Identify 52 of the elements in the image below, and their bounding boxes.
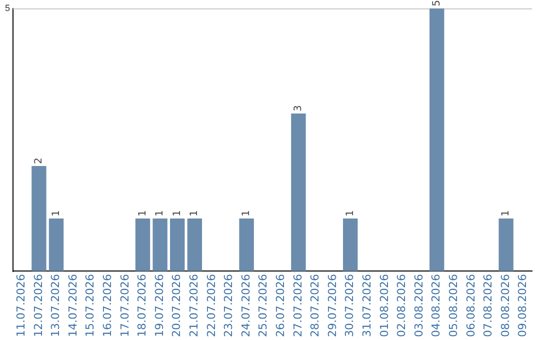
x-tick-label: 17.07.2026 <box>118 274 132 338</box>
data-label: 3 <box>293 105 304 112</box>
x-tick-label: 06.08.2026 <box>464 274 478 338</box>
x-tick-label: 29.07.2026 <box>326 274 339 338</box>
x-tick-label: 11.07.2026 <box>14 274 28 338</box>
data-label: 1 <box>50 210 62 216</box>
x-tick-label: 12.07.2026 <box>32 274 45 338</box>
bar <box>152 218 168 272</box>
bar <box>32 166 46 272</box>
data-label: 1 <box>172 210 183 216</box>
x-tick-label: 21.07.2026 <box>188 274 201 338</box>
x-tick-label: 04.08.2026 <box>430 274 443 338</box>
data-label: 5 <box>431 0 442 6</box>
data-label: 1 <box>154 210 166 216</box>
x-tick-label: 01.08.2026 <box>378 274 391 338</box>
x-tick-label: 28.07.2026 <box>308 274 322 338</box>
x-tick-label: 30.07.2026 <box>343 274 356 338</box>
bar <box>343 218 358 272</box>
data-label: 2 <box>34 158 45 164</box>
x-tick-label: 27.07.2026 <box>291 274 304 338</box>
x-tick-label: 03.08.2026 <box>412 274 426 338</box>
x-tick-label: 08.08.2026 <box>498 274 512 338</box>
x-tick-label: 26.07.2026 <box>274 274 288 338</box>
bar <box>498 218 514 272</box>
bar <box>239 218 254 272</box>
x-tick-label: 07.08.2026 <box>482 274 495 338</box>
x-tick-label: 31.07.2026 <box>360 274 374 338</box>
bar <box>135 218 150 272</box>
x-tick-label: 18.07.2026 <box>136 274 149 338</box>
x-tick-label: 05.08.2026 <box>447 274 460 338</box>
data-label: 1 <box>241 210 252 216</box>
bar <box>430 8 444 272</box>
x-tick-label: 22.07.2026 <box>204 274 218 338</box>
data-label: 1 <box>344 210 356 216</box>
x-tick-label: 16.07.2026 <box>101 274 114 338</box>
x-tick-label: 14.07.2026 <box>66 274 80 338</box>
x-tick-label: 15.07.2026 <box>84 274 97 338</box>
x-tick-label: 02.08.2026 <box>395 274 408 338</box>
data-label: 1 <box>189 210 200 216</box>
data-label: 1 <box>137 210 148 216</box>
data-label: 1 <box>500 210 512 216</box>
bar <box>291 113 306 272</box>
x-tick-label: 20.07.2026 <box>170 274 184 338</box>
x-tick-label: 24.07.2026 <box>239 274 252 338</box>
x-tick-label: 09.08.2026 <box>516 274 530 338</box>
x-tick-label: 13.07.2026 <box>49 274 62 338</box>
x-tick-label: 25.07.2026 <box>256 274 270 338</box>
bar <box>187 218 202 272</box>
x-tick-label: 23.07.2026 <box>222 274 236 338</box>
bar <box>170 218 185 272</box>
bar <box>48 218 64 272</box>
x-tick-label: 19.07.2026 <box>152 274 166 338</box>
